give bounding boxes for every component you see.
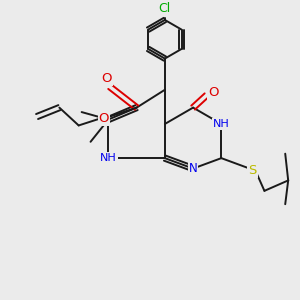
Text: O: O [208, 86, 218, 100]
Text: N: N [189, 162, 197, 175]
Text: S: S [248, 164, 257, 176]
Text: NH: NH [100, 153, 117, 163]
Text: O: O [99, 112, 109, 125]
Text: O: O [102, 72, 112, 85]
Text: Cl: Cl [159, 2, 171, 15]
Text: NH: NH [213, 119, 230, 129]
